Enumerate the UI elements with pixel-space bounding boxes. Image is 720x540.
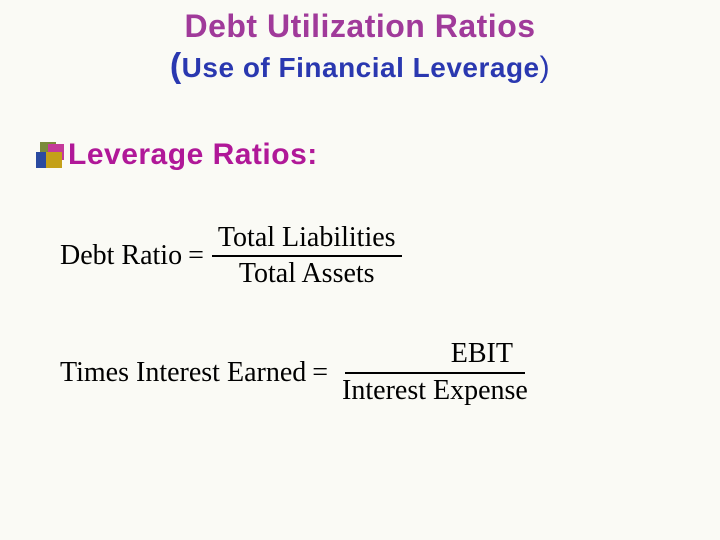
formula-label: Times Interest Earned (60, 357, 306, 389)
fraction: EBIT Interest Expense (336, 338, 534, 406)
title-sub: (Use of Financial Leverage) (0, 47, 720, 86)
equals-sign: = (312, 357, 328, 389)
title-block: Debt Utilization Ratios (Use of Financia… (0, 0, 720, 86)
fraction-denominator: Total Assets (233, 257, 381, 290)
equals-sign: = (188, 240, 204, 272)
formula-debt-ratio: Debt Ratio = Total Liabilities Total Ass… (60, 222, 720, 290)
fraction-numerator: EBIT (345, 338, 525, 373)
formula-label: Debt Ratio (60, 240, 182, 272)
title-sub-paren-open: ( (170, 47, 182, 85)
title-sub-paren-close: ) (540, 51, 551, 84)
fraction-denominator: Interest Expense (336, 374, 534, 407)
bullet-heading: Leverage Ratios: (68, 138, 318, 172)
fraction-numerator: Total Liabilities (212, 222, 402, 257)
bullet-row: Leverage Ratios: (36, 138, 720, 172)
four-squares-icon (36, 142, 62, 168)
formula-times-interest-earned: Times Interest Earned = EBIT Interest Ex… (60, 338, 720, 406)
fraction: Total Liabilities Total Assets (212, 222, 402, 290)
title-main: Debt Utilization Ratios (0, 8, 720, 45)
title-sub-text: Use of Financial Leverage (182, 52, 540, 83)
formulas-region: Debt Ratio = Total Liabilities Total Ass… (60, 222, 720, 407)
